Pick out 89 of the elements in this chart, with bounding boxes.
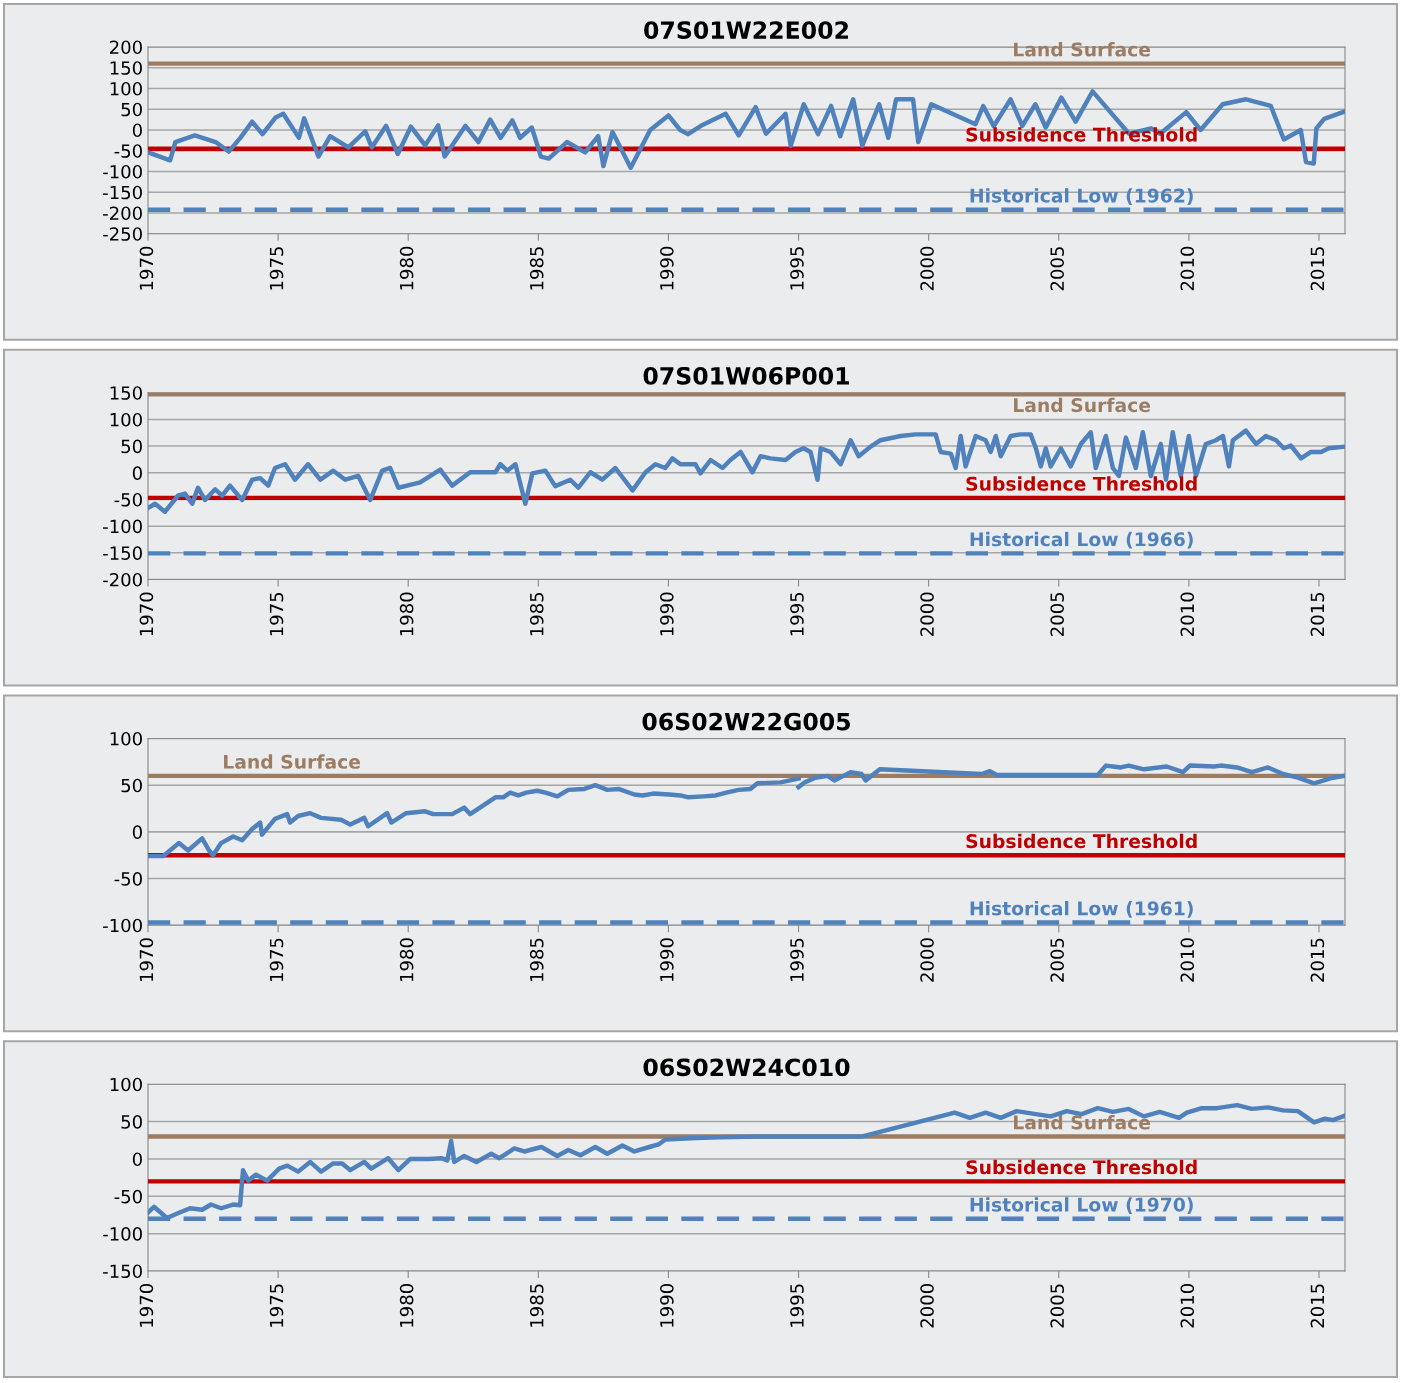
y-tick-label: 150 (110, 61, 142, 75)
x-tick-label: 1995 (790, 938, 804, 982)
x-tick-label: 2010 (1180, 246, 1195, 291)
x-tick-label: 2010 (1180, 1284, 1195, 1328)
x-tick-label: 1970 (139, 592, 154, 636)
x-tick-label: 1985 (529, 938, 544, 982)
chart-title: 07S01W06P001 (643, 366, 849, 385)
y-tick-label: 100 (110, 81, 142, 96)
y-tick-label: -50 (114, 1189, 142, 1204)
x-tick-label: 2000 (920, 938, 934, 982)
x-tick-label: 2015 (1310, 592, 1325, 636)
y-tick-label: -250 (103, 227, 142, 241)
x-tick-label: 1985 (529, 592, 544, 636)
x-tick-label: 2000 (920, 592, 934, 636)
ref-line-label: Land Surface (1014, 397, 1151, 413)
ref-line-label: Land Surface (224, 754, 361, 769)
chart-title: 06S02W24C010 (643, 1058, 850, 1077)
x-tick-label: 1985 (529, 247, 544, 290)
x-tick-label: 1995 (790, 247, 804, 290)
x-tick-label: 1990 (660, 1284, 674, 1327)
y-tick-label: 0 (132, 466, 142, 480)
x-tick-label: 1980 (399, 592, 414, 636)
y-tick-label: 100 (110, 731, 142, 746)
y-tick-label: -100 (103, 519, 142, 534)
y-tick-label: -200 (103, 572, 142, 587)
y-tick-label: 150 (110, 386, 142, 400)
y-tick-label: -150 (103, 185, 142, 200)
x-tick-label: 2005 (1050, 247, 1064, 291)
y-tick-label: -100 (103, 164, 142, 179)
x-tick-label: 1990 (660, 592, 674, 636)
y-tick-label: 100 (110, 412, 142, 427)
x-tick-label: 1980 (399, 1284, 414, 1327)
x-tick-label: 1995 (790, 592, 804, 636)
x-tick-label: 1985 (529, 1284, 544, 1327)
x-tick-label: 1990 (660, 246, 674, 290)
y-tick-label: 200 (110, 40, 142, 55)
y-tick-label: -50 (114, 492, 142, 507)
x-tick-label: 2015 (1310, 938, 1325, 982)
x-tick-label: 1970 (139, 246, 154, 290)
ref-line-label: Historical Low (1961) (970, 900, 1193, 918)
x-tick-label: 2010 (1180, 938, 1195, 982)
x-tick-label: 2005 (1050, 592, 1064, 636)
y-tick-label: 50 (121, 1115, 142, 1129)
x-tick-label: 2010 (1180, 592, 1195, 636)
ref-line-label: Subsidence Threshold (966, 127, 1197, 142)
y-tick-label: 50 (121, 102, 142, 117)
x-tick-label: 2015 (1310, 247, 1325, 291)
x-tick-label: 2000 (920, 246, 934, 291)
ref-line-label: Historical Low (1970) (970, 1197, 1193, 1214)
ref-line-label: Land Surface (1014, 1115, 1151, 1130)
line-series (148, 428, 1345, 514)
y-tick-label: -100 (103, 918, 142, 933)
y-tick-label: 50 (121, 778, 142, 793)
x-tick-label: 1975 (269, 938, 284, 982)
y-tick-label: -200 (103, 206, 142, 221)
y-tick-label: 0 (132, 1152, 142, 1167)
x-tick-label: 1990 (660, 938, 674, 982)
y-tick-label: 0 (132, 123, 142, 138)
x-tick-label: 1975 (269, 247, 284, 290)
y-tick-label: -50 (114, 144, 142, 158)
ref-line-label: Historical Low (1966) (970, 531, 1193, 549)
line-series (148, 89, 1345, 170)
y-tick-label: 0 (132, 825, 142, 839)
ref-line-label: Subsidence Threshold (966, 833, 1197, 849)
chart-title: 07S01W22E002 (644, 21, 848, 39)
line-series (148, 776, 801, 859)
y-tick-label: -150 (103, 546, 142, 560)
x-tick-label: 2005 (1050, 1284, 1064, 1328)
x-tick-label: 1980 (399, 938, 414, 982)
x-tick-label: 1975 (269, 592, 284, 636)
y-tick-label: 100 (110, 1077, 142, 1092)
ref-line-label: Historical Low (1962) (970, 188, 1193, 205)
x-tick-label: 1970 (139, 1284, 154, 1327)
chart-title: 06S02W22G005 (642, 712, 850, 731)
line-series (148, 1102, 1345, 1221)
x-tick-label: 1995 (790, 1284, 804, 1327)
x-tick-label: 2015 (1310, 1284, 1325, 1328)
y-tick-label: -100 (103, 1227, 142, 1241)
x-tick-label: 2005 (1050, 938, 1064, 982)
x-tick-label: 1975 (269, 1284, 284, 1327)
y-tick-label: -50 (114, 872, 142, 886)
ref-line-label: Subsidence Threshold (966, 476, 1197, 491)
y-tick-label: 50 (121, 439, 142, 454)
line-series (796, 763, 1345, 790)
x-tick-label: 2000 (920, 1284, 934, 1328)
x-tick-label: 1970 (139, 938, 154, 982)
ref-line-label: Subsidence Threshold (966, 1159, 1197, 1175)
y-tick-label: -150 (103, 1264, 142, 1279)
x-tick-label: 1980 (399, 246, 414, 290)
